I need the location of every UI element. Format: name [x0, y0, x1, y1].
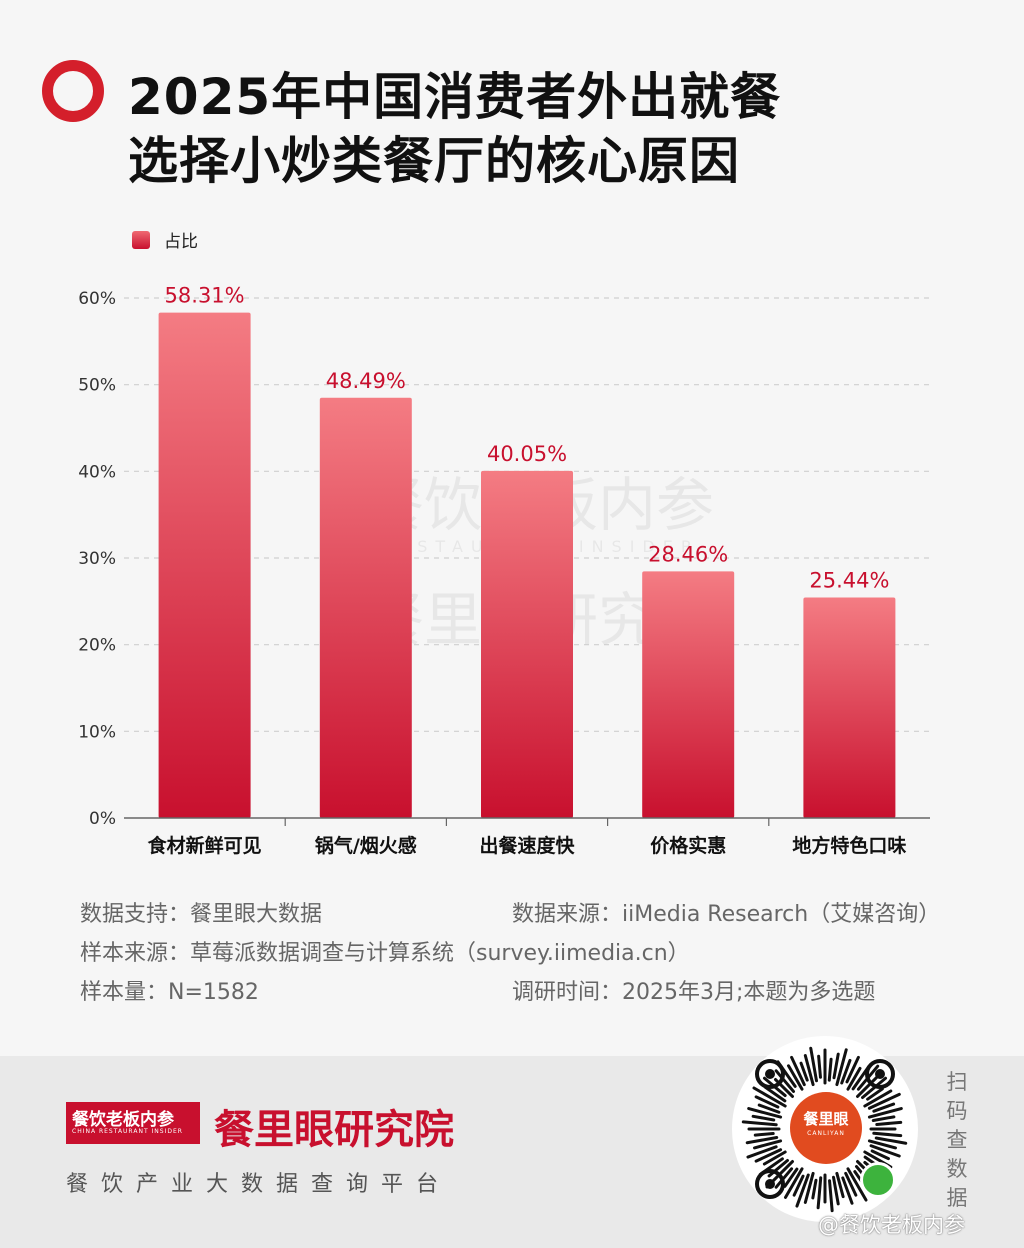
header: 2025年中国消费者外出就餐 选择小炒类餐厅的核心原因 — [0, 0, 1024, 220]
data-source-note: 数据来源：iiMedia Research（艾媒咨询） — [512, 902, 941, 927]
y-tick-label: 10% — [78, 722, 116, 742]
bar — [481, 470, 573, 818]
bar-value-label: 58.31% — [165, 284, 245, 308]
bar — [642, 571, 735, 818]
brand-logo-subtext: CHINA RESTAURANT INSIDER — [72, 1128, 183, 1135]
qr-code[interactable]: 餐里眼 CANLIYAN — [732, 1036, 918, 1222]
sample-size-note: 样本量：N=1582 — [80, 980, 259, 1005]
footnotes: 数据支持：餐里眼大数据 数据来源：iiMedia Research（艾媒咨询） … — [0, 888, 1024, 1038]
bar — [158, 312, 251, 818]
qr-center-text: 餐里眼 — [803, 1110, 849, 1128]
bar — [803, 597, 896, 818]
brand-name: 餐里眼研究院 — [214, 1106, 454, 1153]
legend-label: 占比 — [164, 232, 198, 252]
y-axis: 0% 10% 20% 30% 40% 50% 60% — [78, 289, 116, 829]
x-tick-label: 锅气/烟火感 — [315, 834, 417, 857]
brand-logo-text: 餐饮老板内参 — [72, 1110, 174, 1130]
survey-time-note: 调研时间：2025年3月;本题为多选题 — [512, 980, 876, 1005]
sample-source-note: 样本来源：草莓派数据调查与计算系统（survey.iimedia.cn） — [80, 941, 690, 966]
mini-program-icon — [860, 1162, 896, 1198]
x-tick-label: 出餐速度快 — [479, 834, 575, 857]
qr-center-logo: 餐里眼 CANLIYAN — [790, 1092, 862, 1164]
y-tick-label: 50% — [78, 376, 116, 396]
brand-tagline: 餐饮产业大数据查询平台 — [66, 1172, 452, 1197]
bar-value-label: 25.44% — [809, 569, 889, 593]
x-axis: 食材新鲜可见 锅气/烟火感 出餐速度快 价格实惠 地方特色口味 — [124, 817, 930, 857]
data-support-note: 数据支持：餐里眼大数据 — [80, 902, 323, 927]
legend: 占比 — [132, 227, 198, 252]
bar-value-label: 48.49% — [326, 369, 406, 393]
y-tick-label: 20% — [78, 636, 116, 656]
title-ring-icon — [42, 60, 104, 122]
x-tick-label: 地方特色口味 — [792, 834, 906, 857]
scan-label: 扫码查数据 — [946, 1070, 968, 1210]
legend-swatch — [132, 230, 150, 249]
x-tick-label: 价格实惠 — [650, 834, 726, 857]
x-tick-label: 食材新鲜可见 — [148, 834, 262, 857]
qr-center-subtext: CANLIYAN — [807, 1130, 845, 1137]
qr-pattern-icon — [741, 1046, 908, 1213]
y-tick-label: 0% — [89, 809, 116, 829]
y-tick-label: 30% — [78, 549, 116, 569]
weibo-watermark: @餐饮老板内参 — [818, 1213, 965, 1237]
y-tick-label: 60% — [78, 289, 116, 309]
bar-value-label: 40.05% — [487, 442, 567, 466]
chart-title-line-2: 选择小炒类餐厅的核心原因 — [128, 132, 740, 190]
y-tick-label: 40% — [78, 462, 116, 482]
bar — [319, 397, 412, 818]
bar-value-label: 28.46% — [648, 542, 728, 566]
brand-logo: 餐饮老板内参 CHINA RESTAURANT INSIDER — [66, 1102, 200, 1144]
bars: 58.31% 48.49% 40.05% 28.46% 25.44% — [158, 284, 896, 818]
chart-title-line-1: 2025年中国消费者外出就餐 — [128, 68, 782, 126]
